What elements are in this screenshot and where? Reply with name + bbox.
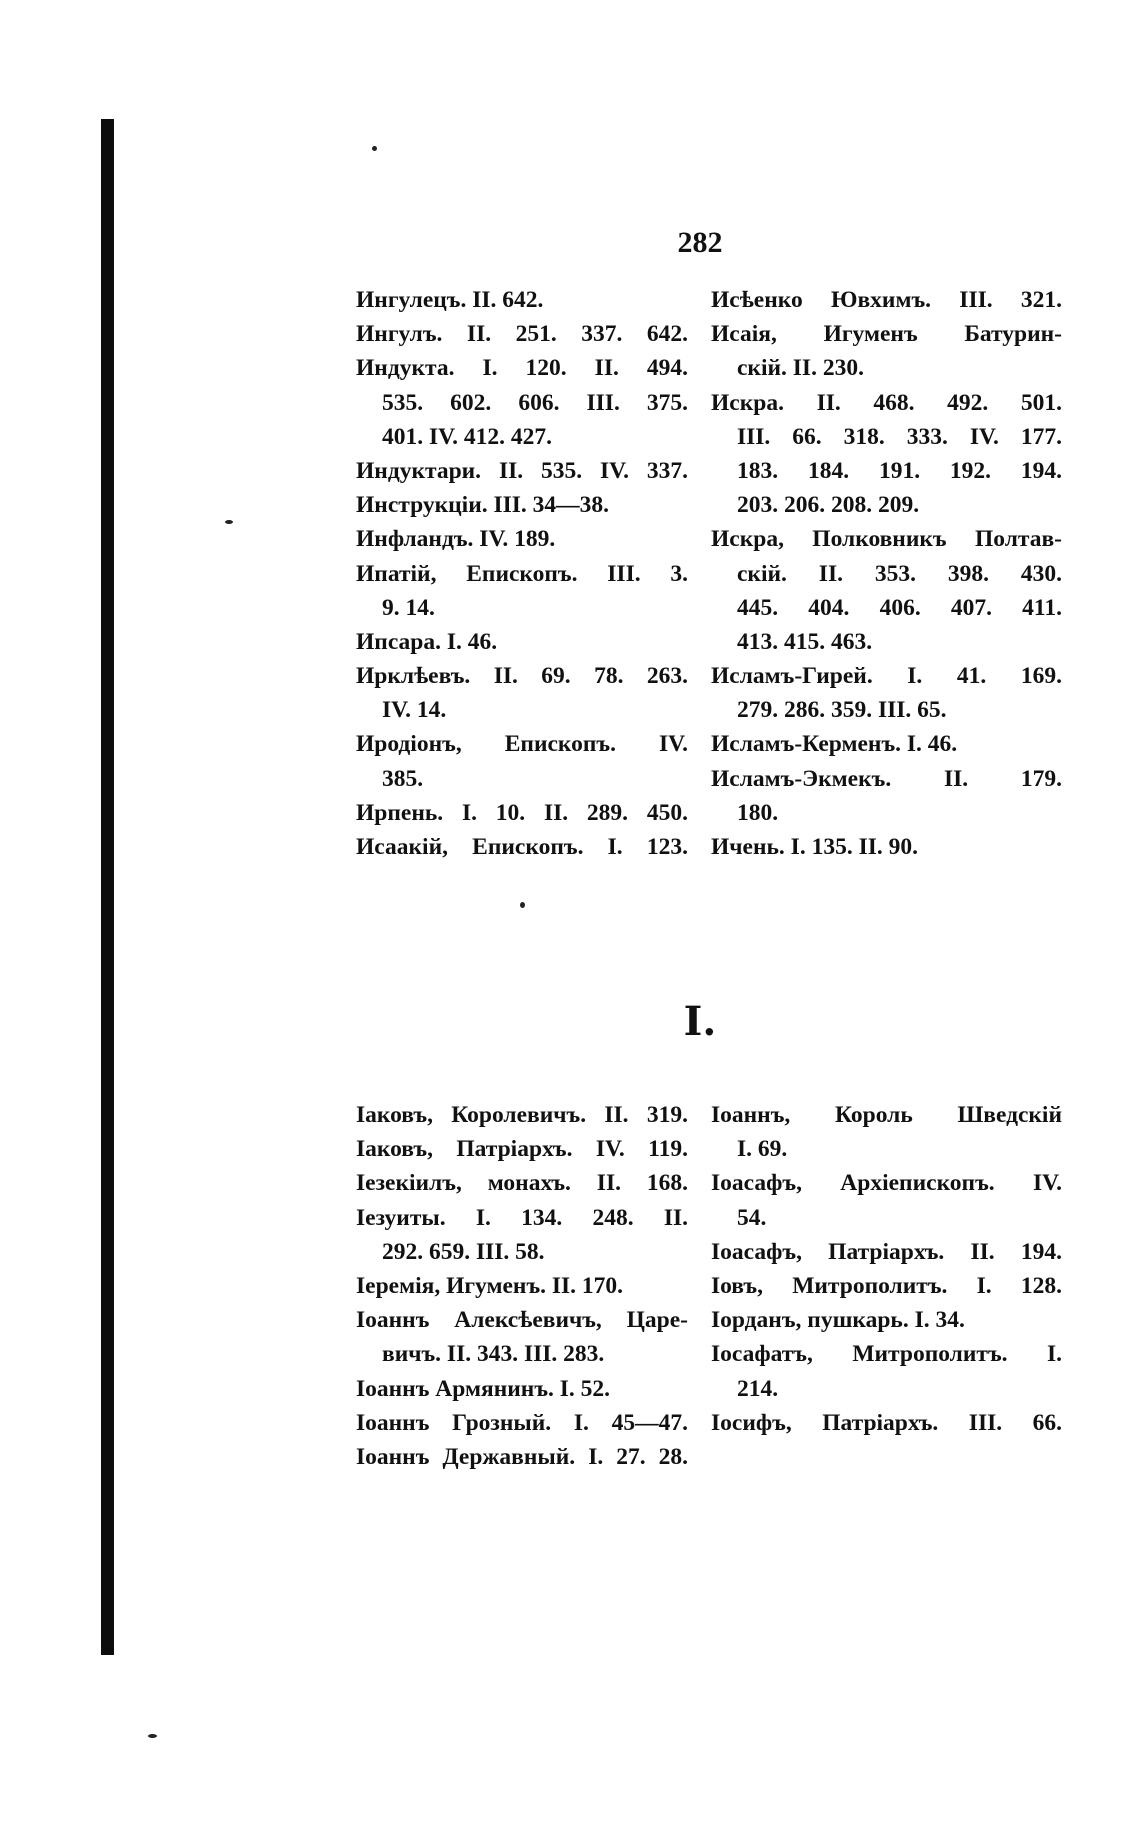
- index-entry-continuation: 292. 659. III. 58.: [382, 1238, 545, 1265]
- index-entry-continuation: 385.: [382, 765, 424, 792]
- index-entry: Искра. II. 468. 492. 501.: [711, 389, 1062, 416]
- index-entry: Ичень. I. 135. II. 90.: [711, 834, 918, 860]
- page-number: 282: [677, 226, 723, 259]
- index-entry-continuation: I. 69.: [737, 1136, 788, 1163]
- index-entry: Инструкціи. III. 34—38.: [356, 492, 610, 519]
- index-entry: Іаковъ, Королевичъ. II. 319.: [356, 1102, 688, 1128]
- index-entry: Исламъ-Экмекъ. II. 179.: [711, 765, 1062, 792]
- index-entry-continuation: 54.: [737, 1204, 767, 1231]
- index-entry: Іезекіилъ, монахъ. II. 168.: [356, 1170, 688, 1197]
- scan-speck: [372, 146, 377, 151]
- index-entry: Иродіонъ, Епископъ. IV.: [356, 731, 688, 758]
- scan-speck: [148, 1734, 157, 1738]
- index-entry: Ингулъ. II. 251. 337. 642.: [356, 321, 688, 348]
- index-entry-continuation: вичъ. II. 343. III. 283.: [382, 1341, 605, 1368]
- index-entry: Іоаннъ Державный. I. 27. 28.: [356, 1443, 688, 1470]
- scan-speck: [520, 902, 525, 908]
- index-entry: Іоаннъ, Король Шведскій: [711, 1102, 1062, 1128]
- index-entry-continuation: 279. 286. 359. III. 65.: [737, 697, 947, 724]
- index-block-1-left-column: Ингулецъ. II. 642. Ингулъ. II. 251. 337. …: [356, 283, 688, 864]
- index-entry: Ипсара. I. 46.: [356, 628, 498, 655]
- index-entry-continuation: 183. 184. 191. 192. 194.: [737, 457, 1062, 484]
- index-entry: Ипатій, Епископъ. III. 3.: [356, 560, 688, 587]
- scan-speck: [225, 520, 233, 524]
- index-entry: Іаковъ, Патріархъ. IV. 119.: [356, 1136, 688, 1163]
- index-entry: Исаакій, Епископъ. I. 123.: [356, 834, 688, 860]
- index-entry: Іезуиты. I. 134. 248. II.: [356, 1204, 688, 1231]
- index-entry: Искра, Полковникъ Полтав-: [711, 526, 1062, 553]
- index-entry-continuation: 203. 206. 208. 209.: [737, 492, 920, 519]
- index-entry-continuation: 401. IV. 412. 427.: [382, 423, 552, 450]
- index-entry-continuation: 9. 14.: [382, 594, 435, 621]
- index-entry-continuation: скій. II. 230.: [737, 355, 864, 382]
- index-block-1-right-column: Исѣенко Ювхимъ. III. 321. Исаія, Игуменъ …: [711, 283, 1062, 864]
- index-entry: Исламъ-Гирей. I. 41. 169.: [711, 663, 1062, 690]
- index-block-2-right-column: Іоаннъ, Король Шведскій I. 69. Іоасафъ, Ар…: [711, 1098, 1062, 1440]
- index-entry: Ирпень. I. 10. II. 289. 450.: [356, 799, 688, 826]
- page-edge-shadow: [101, 119, 114, 1655]
- index-entry: Іоаннъ Армянинъ. I. 52.: [356, 1375, 611, 1402]
- index-entry: Іовъ, Митрополитъ. I. 128.: [711, 1272, 1062, 1299]
- index-entry-continuation: IV. 14.: [382, 697, 447, 724]
- index-entry: Инфландъ. IV. 189.: [356, 526, 556, 553]
- index-entry: Іеремія, Игуменъ. II. 170.: [356, 1272, 624, 1299]
- index-entry-continuation: 214.: [737, 1375, 779, 1402]
- index-entry: Исламъ-Керменъ. I. 46.: [711, 731, 958, 758]
- index-entry: Іосафатъ, Митрополитъ. I.: [711, 1341, 1062, 1368]
- index-block-2-left-column: Іаковъ, Королевичъ. II. 319. Іаковъ, Патр…: [356, 1098, 688, 1474]
- index-entry-continuation: скій. II. 353. 398. 430.: [737, 560, 1062, 587]
- index-entry: Іоасафъ, Патріархъ. II. 194.: [711, 1238, 1062, 1265]
- index-entry: Ингулецъ. II. 642.: [356, 287, 544, 313]
- index-entry-continuation: 180.: [737, 799, 779, 826]
- index-entry: Іоаннъ Грозный. I. 45—47.: [356, 1409, 688, 1436]
- index-entry: Индукта. I. 120. II. 494.: [356, 355, 688, 382]
- index-entry: Іорданъ, пушкарь. I. 34.: [711, 1307, 965, 1334]
- index-entry: Іоаннъ Алексѣевичъ, Царе-: [356, 1307, 688, 1334]
- index-entry: Іосифъ, Патріархъ. III. 66.: [711, 1409, 1062, 1436]
- index-entry: Исаія, Игуменъ Батурин-: [711, 321, 1062, 348]
- index-entry: Іоасафъ, Архіепископъ. IV.: [711, 1170, 1062, 1197]
- index-entry-continuation: 445. 404. 406. 407. 411.: [737, 594, 1062, 621]
- index-entry-continuation: III. 66. 318. 333. IV. 177.: [737, 423, 1062, 450]
- index-entry-continuation: 413. 415. 463.: [737, 628, 873, 655]
- index-entry: Ирклѣевъ. II. 69. 78. 263.: [356, 663, 688, 690]
- index-entry-continuation: 535. 602. 606. III. 375.: [382, 389, 688, 416]
- section-letter-heading: І.: [683, 998, 717, 1045]
- index-entry: Индуктари. II. 535. IV. 337.: [356, 457, 688, 484]
- index-entry: Исѣенко Ювхимъ. III. 321.: [711, 287, 1062, 313]
